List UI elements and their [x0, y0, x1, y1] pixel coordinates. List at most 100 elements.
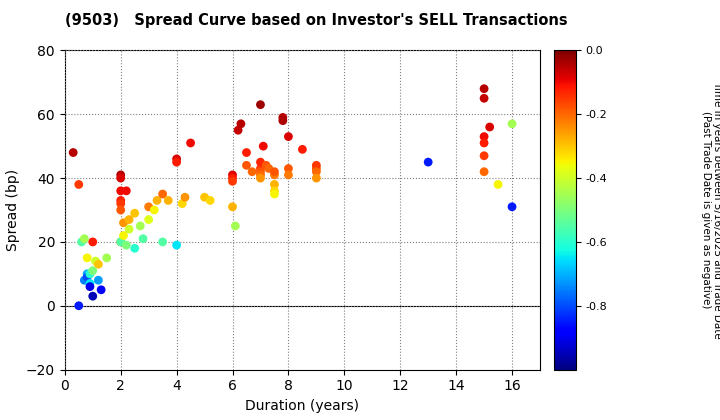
Text: (9503)   Spread Curve based on Investor's SELL Transactions: (9503) Spread Curve based on Investor's …	[65, 13, 567, 28]
Point	[297, 146, 308, 153]
Point	[84, 280, 96, 287]
Point	[78, 235, 90, 242]
Point	[478, 139, 490, 146]
Point	[115, 239, 127, 245]
Point	[135, 223, 146, 229]
Point	[115, 171, 127, 178]
Point	[240, 149, 252, 156]
Point	[157, 239, 168, 245]
Point	[233, 127, 244, 134]
Point	[171, 159, 182, 165]
Point	[87, 239, 99, 245]
Point	[235, 121, 247, 127]
Point	[269, 171, 280, 178]
Point	[255, 159, 266, 165]
Point	[246, 168, 258, 175]
Point	[123, 226, 135, 233]
Point	[148, 207, 160, 213]
Point	[240, 162, 252, 169]
Point	[163, 197, 174, 204]
Point	[269, 191, 280, 197]
Point	[269, 181, 280, 188]
Point	[129, 245, 140, 252]
Point	[157, 191, 168, 197]
Point	[478, 85, 490, 92]
Point	[227, 171, 238, 178]
Point	[310, 162, 322, 169]
Point	[115, 200, 127, 207]
Point	[283, 165, 294, 172]
Point	[120, 187, 132, 194]
Point	[261, 162, 272, 169]
Point	[506, 121, 518, 127]
Point	[143, 216, 154, 223]
Point	[478, 168, 490, 175]
Point	[492, 181, 504, 188]
Point	[143, 203, 154, 210]
Point	[81, 255, 93, 261]
Point	[151, 197, 163, 204]
Point	[76, 239, 87, 245]
Point	[81, 270, 93, 277]
Point	[255, 101, 266, 108]
Point	[171, 155, 182, 162]
Point	[87, 267, 99, 274]
Point	[269, 187, 280, 194]
Point	[171, 242, 182, 249]
Y-axis label: Time in years between 5/16/2025 and Trade Date
(Past Trade Date is given as nega: Time in years between 5/16/2025 and Trad…	[701, 81, 720, 339]
Point	[176, 200, 188, 207]
Point	[138, 235, 149, 242]
Point	[115, 239, 127, 245]
Point	[123, 216, 135, 223]
Point	[199, 194, 210, 201]
Point	[93, 277, 104, 284]
Point	[277, 114, 289, 121]
Point	[118, 232, 130, 239]
Point	[204, 197, 216, 204]
Point	[255, 175, 266, 181]
Point	[90, 258, 102, 265]
Point	[227, 203, 238, 210]
Point	[68, 149, 79, 156]
Point	[269, 168, 280, 175]
Point	[230, 223, 241, 229]
Point	[478, 95, 490, 102]
Point	[283, 171, 294, 178]
Point	[115, 207, 127, 213]
Point	[255, 171, 266, 178]
Point	[227, 178, 238, 185]
Point	[258, 143, 269, 150]
Point	[185, 139, 197, 146]
Point	[255, 165, 266, 172]
Point	[310, 168, 322, 175]
Point	[73, 302, 84, 309]
Point	[84, 270, 96, 277]
Point	[120, 242, 132, 249]
Point	[115, 187, 127, 194]
Point	[73, 181, 84, 188]
Point	[283, 133, 294, 140]
Point	[84, 283, 96, 290]
Point	[81, 274, 93, 281]
Point	[101, 255, 112, 261]
Point	[129, 210, 140, 217]
Point	[179, 194, 191, 201]
Point	[227, 175, 238, 181]
Point	[484, 123, 495, 130]
X-axis label: Duration (years): Duration (years)	[246, 399, 359, 413]
Point	[95, 286, 107, 293]
Point	[255, 168, 266, 175]
Point	[478, 133, 490, 140]
Point	[115, 175, 127, 181]
Point	[115, 197, 127, 204]
Point	[78, 277, 90, 284]
Point	[310, 175, 322, 181]
Y-axis label: Spread (bp): Spread (bp)	[6, 169, 20, 251]
Point	[263, 165, 274, 172]
Point	[478, 152, 490, 159]
Point	[118, 219, 130, 226]
Point	[506, 203, 518, 210]
Point	[310, 165, 322, 172]
Point	[87, 293, 99, 299]
Point	[423, 159, 434, 165]
